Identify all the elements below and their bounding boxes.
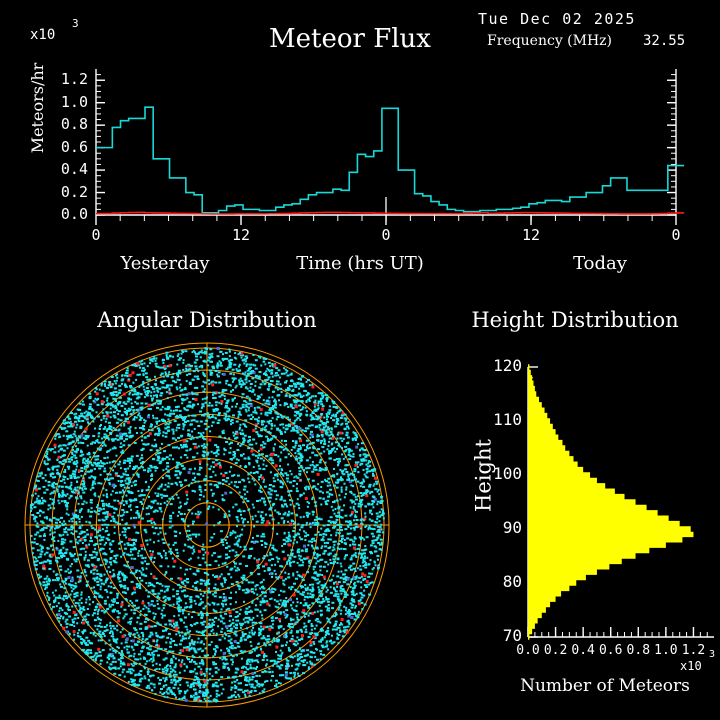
height-exponent-prefix: x10 [680,659,702,673]
height-x-tick: 1.0 [654,643,678,658]
height-x-tick: 1.2 [681,643,706,658]
flux-chart-canvas [95,69,685,225]
height-x-tick: 0.6 [598,643,623,658]
height-x-axis-label: Number of Meteors [520,676,690,696]
height-y-tick: 80 [502,572,522,591]
flux-y-tick: 0.6 [60,137,88,156]
flux-axes [95,69,677,225]
observation-date: Tue Dec 02 2025 [478,10,636,28]
height-y-axis-label: Height [471,439,496,512]
height-y-tick: 90 [502,518,522,537]
frequency-label: Frequency (MHz) [487,33,613,49]
height-x-tick: 0.8 [626,643,651,658]
flux-y-tick: 1.2 [60,70,88,89]
height-x-tick: 0.0 [516,643,540,658]
flux-x-tick: 0 [671,226,681,244]
height-distribution-title: Height Distribution [471,308,679,332]
height-bars [528,364,694,640]
height-exponent-superscript: 3 [709,649,716,660]
flux-y-tick: 0.0 [60,205,88,223]
flux-y-tick: 0.4 [60,160,88,179]
flux-x-axis-label-left: Yesterday [120,253,210,274]
flux-x-axis-label-right: Today [573,253,627,274]
flux-y-tick: 0.2 [60,182,88,201]
angular-distribution-title: Angular Distribution [97,308,317,332]
flux-x-axis-label: Time (hrs UT) [296,253,424,274]
angular-plot-canvas [24,342,390,708]
flux-exponent-superscript: 3 [72,17,79,30]
flux-x-tick: 12 [521,226,541,244]
frequency-value: 32.55 [643,33,686,49]
flux-y-axis-label: Meteors/hr [28,62,47,154]
height-y-tick: 100 [493,464,522,483]
angular-distribution-plot [18,340,398,715]
flux-x-tick: 0 [381,226,391,244]
flux-y-tick: 0.8 [60,115,88,134]
height-y-tick: 70 [502,626,522,645]
polar-scatter-points [30,347,385,703]
height-distribution-plot [440,355,720,650]
height-y-tick: 120 [493,356,522,375]
height-x-tick: 0.4 [571,643,595,658]
flux-chart [0,55,720,285]
height-plot-canvas [527,364,714,640]
flux-x-tick: 12 [231,226,251,244]
flux-series [96,106,685,215]
height-x-tick: 0.2 [543,643,568,658]
flux-x-tick: 0 [91,226,101,244]
flux-y-tick: 1.0 [60,92,88,111]
flux-exponent-prefix: x10 [30,27,56,43]
height-y-tick: 110 [493,410,522,429]
page-title: Meteor Flux [269,24,431,54]
